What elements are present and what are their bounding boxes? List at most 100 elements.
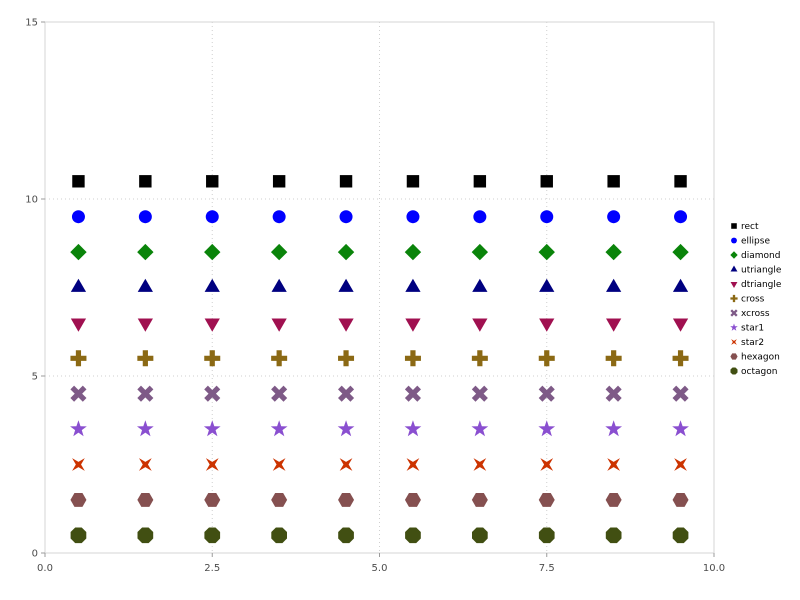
legend-item-xcross: xcross — [730, 309, 770, 319]
legend-item-rect: rect — [731, 222, 759, 232]
marker-xcross — [404, 385, 421, 402]
marker-xcross — [137, 385, 154, 402]
x-tick-label: 0.0 — [37, 563, 53, 574]
marker-rect — [206, 175, 219, 188]
marker-rect — [406, 175, 420, 188]
marker-hexagon — [672, 492, 689, 507]
marker-cross — [204, 350, 221, 367]
legend: rect ellipse diamond utriangle dtriangle cros… — [730, 222, 782, 377]
y-tick-label: 0 — [32, 549, 38, 560]
marker-cross — [730, 294, 738, 303]
series-diamond — [70, 243, 689, 261]
marker-rect — [72, 175, 85, 188]
marker-xcross — [605, 385, 622, 402]
marker-utriangle — [137, 278, 153, 292]
marker-cross — [672, 350, 689, 367]
marker-hexagon — [471, 492, 488, 507]
marker-star1 — [404, 420, 422, 437]
marker-xcross — [672, 385, 689, 402]
legend-label: diamond — [741, 251, 780, 261]
marker-dtriangle — [672, 318, 689, 332]
marker-hexagon — [137, 492, 154, 507]
marker-ellipse — [674, 210, 688, 224]
marker-utriangle — [539, 278, 555, 292]
marker-rect — [674, 175, 687, 188]
legend-label: octagon — [741, 367, 777, 377]
marker-star2 — [731, 339, 737, 345]
marker-octagon — [70, 527, 87, 544]
marker-diamond — [730, 251, 738, 259]
x-tick-label: 5.0 — [372, 563, 388, 574]
marker-rect — [339, 175, 353, 188]
marker-star2 — [339, 458, 353, 471]
x-tick-label: 7.5 — [539, 563, 555, 574]
y-axis: 0 5 10 15 — [25, 18, 45, 560]
marker-star2 — [607, 458, 621, 471]
marker-cross — [605, 350, 622, 367]
marker-octagon — [605, 527, 622, 544]
marker-octagon — [271, 527, 287, 544]
marker-hexagon — [730, 353, 738, 360]
marker-dtriangle — [539, 318, 555, 332]
marker-diamond — [538, 243, 555, 261]
legend-label: ellipse — [741, 237, 770, 247]
x-axis: 0.0 2.5 5.0 7.5 10.0 — [37, 553, 725, 574]
marker-dtriangle — [137, 318, 153, 332]
marker-cross — [70, 350, 87, 367]
marker-star2 — [72, 458, 85, 471]
marker-star2 — [138, 458, 152, 471]
marker-octagon — [137, 527, 154, 544]
legend-label: star1 — [741, 324, 764, 334]
marker-utriangle — [204, 278, 220, 292]
y-tick-label: 15 — [25, 18, 38, 29]
marker-star1 — [605, 420, 623, 437]
marker-hexagon — [605, 492, 622, 507]
marker-star1 — [337, 420, 355, 437]
series-hexagon — [70, 492, 689, 507]
marker-hexagon — [538, 492, 555, 507]
marker-ellipse — [540, 210, 554, 224]
legend-label: star2 — [741, 338, 764, 348]
series-ellipse — [71, 210, 688, 224]
marker-rect — [607, 175, 620, 188]
marker-cross — [271, 350, 288, 367]
marker-dtriangle — [271, 318, 287, 332]
marker-utriangle — [472, 278, 488, 292]
marker-star2 — [272, 458, 286, 471]
y-tick-label: 10 — [25, 195, 38, 206]
marker-dtriangle — [472, 318, 488, 332]
marker-dtriangle — [70, 318, 87, 332]
legend-label: rect — [741, 222, 759, 232]
marker-utriangle — [338, 278, 354, 292]
marker-utriangle — [271, 278, 287, 292]
marker-utriangle — [606, 278, 622, 292]
marker-cross — [404, 350, 421, 367]
marker-cross — [338, 350, 355, 367]
legend-item-star2: star2 — [731, 338, 764, 348]
series-star2 — [72, 458, 687, 471]
marker-diamond — [204, 243, 221, 261]
marker-xcross — [70, 385, 87, 402]
marker-rect — [473, 175, 487, 188]
marker-ellipse — [473, 210, 487, 224]
marker-hexagon — [271, 492, 288, 507]
legend-label: dtriangle — [741, 280, 782, 290]
legend-item-hexagon: hexagon — [730, 353, 780, 363]
marker-ellipse — [406, 210, 420, 224]
marker-rect — [272, 175, 286, 188]
marker-cross — [471, 350, 488, 367]
marker-xcross — [271, 385, 288, 402]
marker-star2 — [205, 458, 219, 471]
marker-dtriangle — [405, 318, 421, 332]
marker-rect — [139, 175, 152, 188]
marker-utriangle — [70, 278, 87, 292]
marker-hexagon — [204, 492, 221, 507]
marker-xcross — [204, 385, 221, 402]
marker-diamond — [270, 243, 288, 261]
marker-ellipse — [138, 210, 152, 224]
marker-diamond — [137, 243, 154, 261]
series-utriangle — [70, 278, 689, 292]
x-tick-label: 2.5 — [204, 563, 220, 574]
marker-star1 — [730, 323, 738, 331]
